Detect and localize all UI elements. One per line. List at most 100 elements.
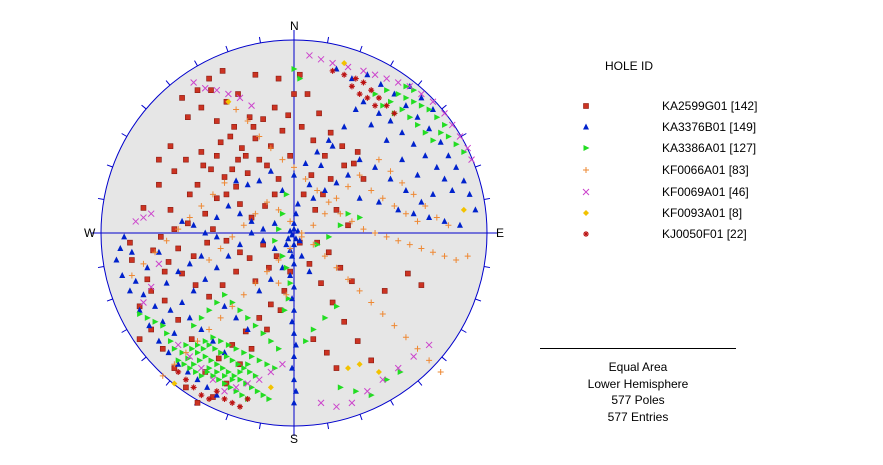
pole-point	[287, 153, 293, 159]
pole-point	[127, 239, 133, 246]
pole-point	[352, 105, 359, 112]
pole-point	[364, 94, 371, 101]
pole-point	[147, 283, 155, 291]
pole-point	[167, 306, 174, 313]
pole-point	[456, 133, 464, 140]
pole-point	[196, 357, 203, 364]
pole-point	[418, 198, 425, 205]
pole-point	[291, 219, 297, 226]
pole-point	[426, 214, 433, 221]
pole-point	[171, 345, 178, 352]
pole-point	[260, 225, 267, 232]
pole-point	[190, 79, 197, 86]
degree-tick	[417, 80, 423, 86]
series-kf0066a01	[128, 106, 471, 379]
pole-point	[429, 98, 437, 106]
pole-point	[399, 106, 406, 113]
pole-point	[276, 345, 283, 352]
pole-point	[310, 241, 317, 248]
degree-tick	[483, 266, 491, 269]
pole-point	[161, 297, 168, 304]
pole-point	[283, 264, 290, 271]
pole-point	[368, 187, 375, 194]
pole-point	[354, 149, 361, 155]
pole-point	[222, 291, 229, 298]
pole-point	[292, 210, 299, 217]
pole-point	[264, 326, 270, 333]
pole-point	[206, 341, 213, 348]
pole-point	[294, 200, 301, 207]
pole-point	[175, 268, 182, 275]
south-label: S	[290, 432, 299, 446]
pole-point	[222, 372, 229, 379]
pole-point	[422, 202, 429, 209]
pole-point	[391, 110, 398, 117]
pole-point	[248, 102, 255, 109]
pole-point	[213, 264, 220, 271]
pole-point	[466, 190, 473, 197]
pole-point	[256, 156, 263, 163]
pole-point	[186, 314, 193, 321]
pole-point	[239, 392, 246, 399]
pole-point	[236, 210, 243, 217]
pole-point	[167, 143, 174, 149]
pole-point	[182, 349, 189, 356]
pole-point	[429, 190, 436, 197]
pole-point	[183, 384, 189, 391]
legend-symbol-diamond-icon	[583, 210, 589, 216]
pole-point	[215, 355, 222, 362]
pole-point	[291, 65, 298, 72]
pole-point	[260, 330, 267, 337]
pole-point	[464, 144, 472, 152]
pole-point	[306, 181, 313, 188]
pole-point	[260, 116, 266, 122]
pole-point	[184, 368, 191, 375]
pole-point	[348, 218, 355, 225]
pole-point	[221, 179, 228, 186]
pole-point	[298, 252, 305, 259]
pole-point	[167, 338, 174, 345]
pole-point	[325, 199, 332, 206]
pole-point	[174, 341, 182, 349]
pole-point	[233, 388, 240, 395]
pole-point	[248, 229, 255, 236]
pole-point	[202, 353, 209, 360]
west-label: W	[84, 226, 96, 240]
pole-point	[221, 174, 228, 180]
legend-label: KF0093A01 [8]	[662, 206, 743, 220]
pole-point	[394, 79, 402, 86]
pole-point	[327, 129, 334, 136]
pole-point	[165, 349, 172, 356]
pole-point	[472, 206, 479, 213]
pole-point	[126, 287, 133, 294]
pole-point	[322, 314, 329, 321]
pole-point	[117, 244, 124, 251]
pole-point	[144, 314, 151, 321]
pole-point	[183, 156, 189, 163]
hemisphere-label: Lower Hemisphere	[587, 376, 689, 391]
degree-tick	[141, 104, 147, 110]
pole-point	[219, 68, 226, 74]
pole-point	[252, 71, 259, 78]
pole-point	[132, 218, 140, 225]
legend-marker	[583, 167, 589, 173]
pole-point	[185, 114, 191, 120]
pole-point	[231, 124, 237, 130]
pole-point	[333, 264, 340, 271]
pole-point	[227, 133, 234, 140]
pole-point	[399, 156, 406, 163]
pole-point	[464, 253, 471, 260]
pole-point	[198, 364, 205, 372]
pole-point	[223, 237, 230, 244]
pole-point	[113, 256, 120, 263]
pole-point	[182, 376, 189, 383]
pole-point	[345, 171, 352, 178]
pole-point	[368, 357, 375, 364]
pole-point	[460, 177, 467, 184]
pole-point	[202, 210, 209, 217]
pole-point	[217, 139, 224, 146]
pole-point	[129, 257, 135, 263]
pole-point	[379, 376, 387, 384]
degree-tick	[141, 356, 147, 362]
pole-point	[198, 149, 205, 155]
